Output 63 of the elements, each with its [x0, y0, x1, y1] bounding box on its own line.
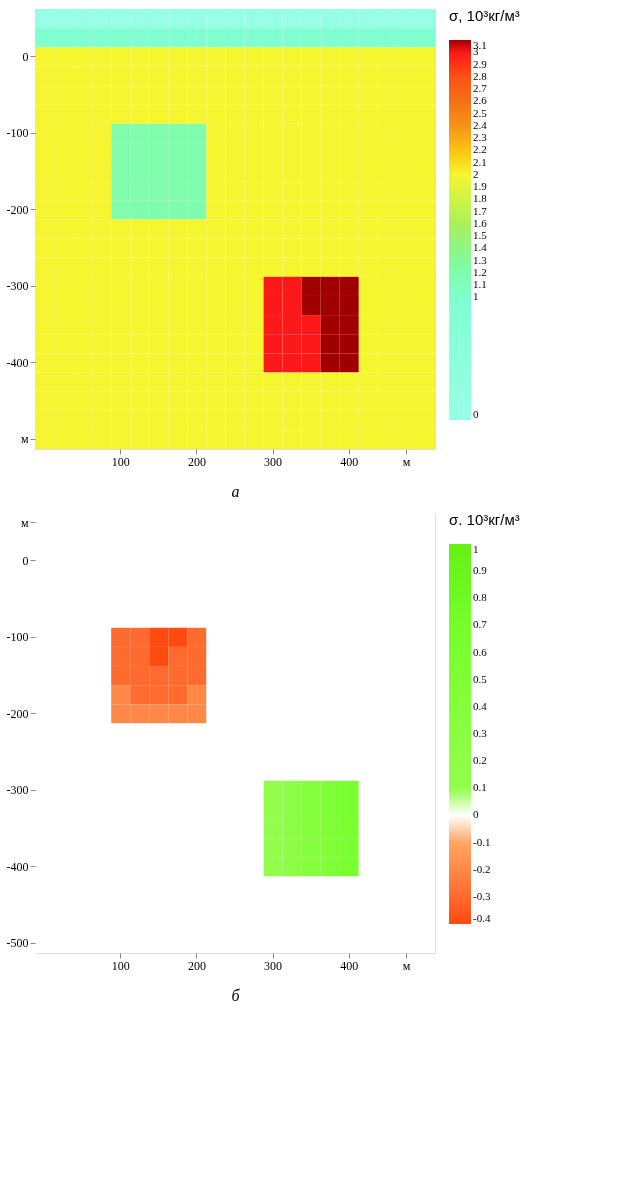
color-bar-label: 2.7	[473, 82, 488, 95]
color-bar-label: 2.4	[473, 118, 488, 131]
y-tick-label: -300	[6, 279, 29, 294]
color-bar-label: 1.6	[473, 216, 488, 229]
y-tick-label: -400	[6, 355, 29, 370]
x-tick-label: 100	[111, 958, 130, 973]
color-bar-label: 1	[473, 543, 479, 555]
color-bar-label: 1.5	[473, 229, 488, 242]
color-bar-label: 0.2	[473, 754, 487, 767]
color-bar-label: -0.4	[473, 912, 491, 924]
y-tick-label: -400	[6, 859, 29, 874]
color-bar-label: 0.1	[473, 781, 487, 794]
color-bar-label: 0.8	[473, 591, 488, 604]
y-tick-label: -200	[6, 706, 29, 721]
x-tick-label: 300	[264, 958, 283, 973]
color-bar-label: 2.2	[473, 143, 487, 156]
y-tick-label: -100	[6, 126, 29, 141]
color-bar-label: -0.1	[473, 835, 491, 848]
color-bar-label: 1.3	[473, 253, 488, 266]
y-tick-label: -300	[6, 783, 29, 798]
color-bar-label: 0	[473, 408, 479, 420]
x-tick-label: м	[402, 958, 411, 973]
color-bar-label: 0.9	[473, 564, 488, 577]
color-bar-label: 0.6	[473, 645, 488, 658]
color-bar-label: 1	[473, 290, 479, 303]
x-axis-title: а	[231, 482, 240, 500]
color-bar-label: 2.8	[473, 69, 488, 82]
color-bar-label: 0.7	[473, 618, 488, 631]
color-bar-label: 1.1	[473, 278, 487, 291]
x-tick-label: 200	[187, 454, 206, 469]
x-tick-label: 400	[340, 958, 359, 973]
color-bar-label: 2.1	[473, 155, 487, 168]
color-bar-title: σ. 10³кг/м³	[449, 511, 520, 528]
color-bar-label: 1.8	[473, 192, 488, 205]
x-tick-label: 100	[111, 454, 130, 469]
x-tick-label: м	[402, 454, 411, 469]
color-bar-label: 0.3	[473, 727, 488, 739]
y-tick-label: 0	[22, 49, 29, 64]
color-bar-label: 1.7	[473, 204, 488, 217]
y-tick-label: м	[20, 515, 29, 530]
y-tick-label: м	[20, 432, 29, 447]
y-tick-label: -100	[6, 630, 29, 645]
color-bar-label: 2.5	[473, 106, 488, 119]
color-bar-label: 0	[473, 808, 479, 821]
color-bar-label: 1.2	[473, 265, 487, 278]
color-bar-label: -0.2	[473, 862, 491, 875]
color-bar-label: 1.9	[473, 180, 488, 193]
y-tick-label: -500	[6, 936, 29, 951]
color-bar-label: 0.5	[473, 672, 488, 685]
color-bar-label: 1.4	[473, 241, 488, 254]
color-bar-label: 2	[473, 167, 479, 180]
color-bar-label: 0.4	[473, 699, 488, 712]
color-bar-label: 2.9	[473, 57, 488, 70]
y-tick-label: -200	[6, 202, 29, 217]
y-tick-label: 0	[22, 553, 29, 568]
x-tick-label: 200	[187, 958, 206, 973]
color-bar-label: 2.3	[473, 131, 488, 144]
color-bar-title: σ, 10³кг/м³	[449, 7, 520, 24]
x-tick-label: 300	[264, 454, 283, 469]
color-bar-label: 2.6	[473, 94, 488, 107]
color-bar-label: -0.3	[473, 889, 491, 902]
x-axis-title: б	[231, 986, 241, 1004]
x-tick-label: 400	[340, 454, 359, 469]
